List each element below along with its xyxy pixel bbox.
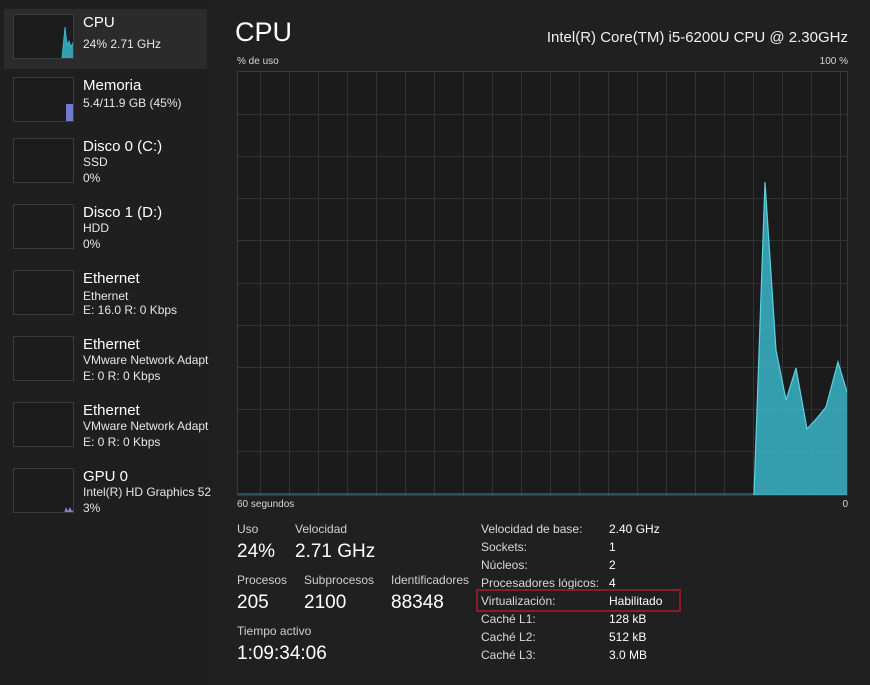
ethernet3-thumbnail-graph bbox=[13, 402, 74, 447]
detail-value: 2.40 GHz bbox=[609, 522, 660, 536]
sidebar-item-ethernet-3[interactable]: Ethernet VMware Network Adapt E: 0 R: 0 … bbox=[4, 397, 208, 457]
detail-key: Velocidad de base: bbox=[481, 522, 583, 536]
detail-key: Caché L1: bbox=[481, 612, 536, 626]
sidebar-item-title: Disco 1 (D:) bbox=[83, 204, 163, 221]
cpu-performance-panel: CPU Intel(R) Core(TM) i5-6200U CPU @ 2.3… bbox=[212, 0, 870, 685]
sidebar-item-value: 3% bbox=[83, 501, 101, 515]
tiempo-activo-value: 1:09:34:06 bbox=[237, 643, 327, 664]
detail-value: 1 bbox=[609, 540, 616, 554]
detail-value: 2 bbox=[609, 558, 616, 572]
procesos-label: Procesos bbox=[237, 573, 288, 587]
cpu-usage-area bbox=[754, 182, 847, 495]
graph-x-right-label: 0 bbox=[842, 499, 848, 510]
sidebar-item-title: Ethernet bbox=[83, 270, 140, 287]
sidebar-item-title: CPU bbox=[83, 14, 115, 31]
memory-thumbnail-graph bbox=[13, 77, 74, 122]
disk1-thumbnail-graph bbox=[13, 204, 74, 249]
sidebar-item-title: Ethernet bbox=[83, 402, 140, 419]
sidebar-item-value: 0% bbox=[83, 171, 101, 185]
sidebar-item-subtitle: Ethernet bbox=[83, 289, 129, 303]
sidebar-item-subtitle: VMware Network Adapt bbox=[83, 353, 209, 367]
sidebar-item-title: Memoria bbox=[83, 77, 142, 94]
sidebar-item-subtitle: Intel(R) HD Graphics 520 bbox=[83, 485, 211, 499]
page-title: CPU bbox=[235, 17, 293, 47]
detail-key: Núcleos: bbox=[481, 558, 528, 572]
sidebar-item-subtitle: VMware Network Adapt bbox=[83, 419, 209, 433]
uso-label: Uso bbox=[237, 522, 259, 536]
sidebar-item-value: E: 0 R: 0 Kbps bbox=[83, 435, 161, 449]
gpu-thumbnail-graph bbox=[13, 468, 74, 513]
detail-value: 3.0 MB bbox=[609, 648, 648, 662]
cpu-usage-graph bbox=[237, 71, 848, 496]
cpu-usage-graph-svg bbox=[238, 72, 847, 495]
ethernet1-thumbnail-graph bbox=[13, 270, 74, 315]
detail-value: 4 bbox=[609, 576, 616, 590]
sidebar-item-value: 0% bbox=[83, 237, 101, 251]
detail-key: Sockets: bbox=[481, 540, 528, 554]
sidebar-item-gpu-0[interactable]: GPU 0 Intel(R) HD Graphics 520 3% bbox=[4, 463, 211, 523]
subprocesos-value: 2100 bbox=[304, 592, 347, 613]
cpu-thumbnail-graph bbox=[13, 14, 74, 59]
virtualization-highlight-box bbox=[476, 589, 681, 612]
identificadores-label: Identificadores bbox=[391, 573, 470, 587]
sidebar-item-title: Disco 0 (C:) bbox=[83, 138, 163, 155]
sidebar-item-disco-1[interactable]: Disco 1 (D:) HDD 0% bbox=[4, 199, 207, 259]
detail-value: 512 kB bbox=[609, 630, 647, 644]
cpu-model-name: Intel(R) Core(TM) i5-6200U CPU @ 2.30GHz bbox=[546, 29, 848, 46]
detail-key: Caché L3: bbox=[481, 648, 536, 662]
sidebar-item-ethernet-1[interactable]: Ethernet Ethernet E: 16.0 R: 0 Kbps bbox=[4, 265, 207, 325]
sidebar-item-disco-0[interactable]: Disco 0 (C:) SSD 0% bbox=[4, 133, 207, 193]
sidebar-item-value: E: 16.0 R: 0 Kbps bbox=[83, 303, 178, 317]
subprocesos-label: Subprocesos bbox=[304, 573, 375, 587]
detail-value: 128 kB bbox=[609, 612, 647, 626]
disk0-thumbnail-graph bbox=[13, 138, 74, 183]
detail-key-virtualization: Virtualización: bbox=[481, 594, 556, 608]
graph-x-left-label: 60 segundos bbox=[237, 499, 295, 510]
graph-y-max-label: 100 % bbox=[819, 56, 848, 67]
sidebar-item-cpu[interactable]: CPU 24% 2.71 GHz bbox=[4, 9, 207, 69]
identificadores-value: 88348 bbox=[391, 592, 444, 613]
graph-y-label: % de uso bbox=[237, 56, 279, 67]
detail-key: Caché L2: bbox=[481, 630, 536, 644]
uso-value: 24% bbox=[237, 541, 276, 562]
sidebar-item-subtitle: 5.4/11.9 GB (45%) bbox=[83, 96, 182, 110]
sidebar-item-title: GPU 0 bbox=[83, 468, 129, 485]
cpu-usage-line bbox=[753, 181, 847, 495]
detail-value-virtualization: Habilitado bbox=[609, 594, 663, 608]
sidebar-item-subtitle: SSD bbox=[83, 155, 108, 169]
sidebar: CPU 24% 2.71 GHz Memoria 5.4/11.9 GB (45… bbox=[0, 0, 212, 685]
sidebar-item-ethernet-2[interactable]: Ethernet VMware Network Adapt E: 0 R: 0 … bbox=[4, 331, 208, 391]
detail-key: Procesadores lógicos: bbox=[481, 576, 600, 590]
sidebar-item-subtitle: HDD bbox=[83, 221, 109, 235]
procesos-value: 205 bbox=[237, 592, 269, 613]
velocidad-label: Velocidad bbox=[295, 522, 348, 536]
sidebar-item-value: E: 0 R: 0 Kbps bbox=[83, 369, 161, 383]
sidebar-item-title: Ethernet bbox=[83, 336, 140, 353]
sidebar-item-memoria[interactable]: Memoria 5.4/11.9 GB (45%) bbox=[4, 72, 207, 132]
sidebar-item-subtitle: 24% 2.71 GHz bbox=[83, 37, 162, 51]
tiempo-activo-label: Tiempo activo bbox=[237, 624, 312, 638]
ethernet2-thumbnail-graph bbox=[13, 336, 74, 381]
velocidad-value: 2.71 GHz bbox=[295, 541, 376, 562]
